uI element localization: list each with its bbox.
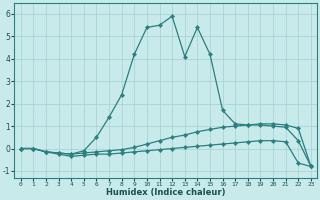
X-axis label: Humidex (Indice chaleur): Humidex (Indice chaleur)	[106, 188, 226, 197]
